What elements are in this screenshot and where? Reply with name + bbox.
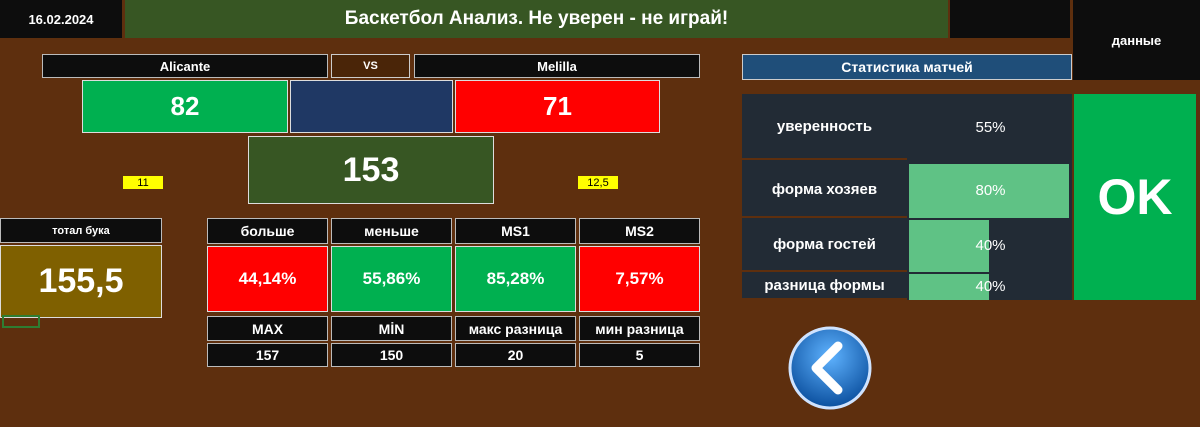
back-button[interactable] bbox=[788, 326, 872, 410]
stats-title: Статистика матчей bbox=[742, 54, 1072, 80]
away-note: 12,5 bbox=[578, 176, 618, 189]
table-value: 5 bbox=[579, 343, 700, 367]
table-value: 157 bbox=[207, 343, 328, 367]
stat-value: 40% bbox=[975, 236, 1006, 254]
home-score: 82 bbox=[82, 80, 288, 133]
stat-label: разница формы bbox=[742, 272, 907, 300]
bookmaker-label: тотал бука bbox=[0, 218, 162, 243]
stat-value: 80% bbox=[975, 181, 1006, 199]
chevron bbox=[811, 341, 843, 395]
home-team: Alicante bbox=[42, 54, 328, 78]
table-header: меньше bbox=[331, 218, 452, 244]
title: Баскетбол Анализ. Не уверен - не играй! bbox=[125, 0, 948, 38]
table-value: 85,28% bbox=[455, 246, 576, 312]
data-button[interactable]: данные bbox=[1073, 0, 1200, 80]
table-header: MS1 bbox=[455, 218, 576, 244]
table-header: MS2 bbox=[579, 218, 700, 244]
stat-bar bbox=[909, 220, 989, 272]
vs: VS bbox=[331, 54, 410, 78]
stat-value: 40% bbox=[975, 277, 1006, 295]
table-header: мин разница bbox=[579, 316, 700, 341]
total: 153 bbox=[248, 136, 494, 204]
table-header: макс разница bbox=[455, 316, 576, 341]
table-header: MİN bbox=[331, 316, 452, 341]
stat-label: форма хозяев bbox=[742, 162, 907, 218]
bookmaker-value: 155,5 bbox=[0, 245, 162, 318]
button-circle bbox=[788, 326, 872, 410]
stat-value: 55% bbox=[975, 118, 1006, 136]
table-header: MAX bbox=[207, 316, 328, 341]
table-value: 20 bbox=[455, 343, 576, 367]
table-value: 150 bbox=[331, 343, 452, 367]
score-gap bbox=[290, 80, 453, 133]
table-header: больше bbox=[207, 218, 328, 244]
selected-cell bbox=[2, 315, 40, 328]
blank-cell bbox=[950, 0, 1070, 38]
table-value: 55,86% bbox=[331, 246, 452, 312]
away-score: 71 bbox=[455, 80, 660, 133]
home-note: 11 bbox=[123, 176, 163, 189]
table-value: 44,14% bbox=[207, 246, 328, 312]
verdict: OK bbox=[1074, 94, 1196, 300]
stat-bar bbox=[909, 164, 1069, 218]
stat-label: уверенность bbox=[742, 94, 907, 160]
stat-label: форма гостей bbox=[742, 218, 907, 272]
date: 16.02.2024 bbox=[0, 0, 122, 38]
table-value: 7,57% bbox=[579, 246, 700, 312]
stat-bar bbox=[909, 274, 989, 300]
away-team: Melilla bbox=[414, 54, 700, 78]
